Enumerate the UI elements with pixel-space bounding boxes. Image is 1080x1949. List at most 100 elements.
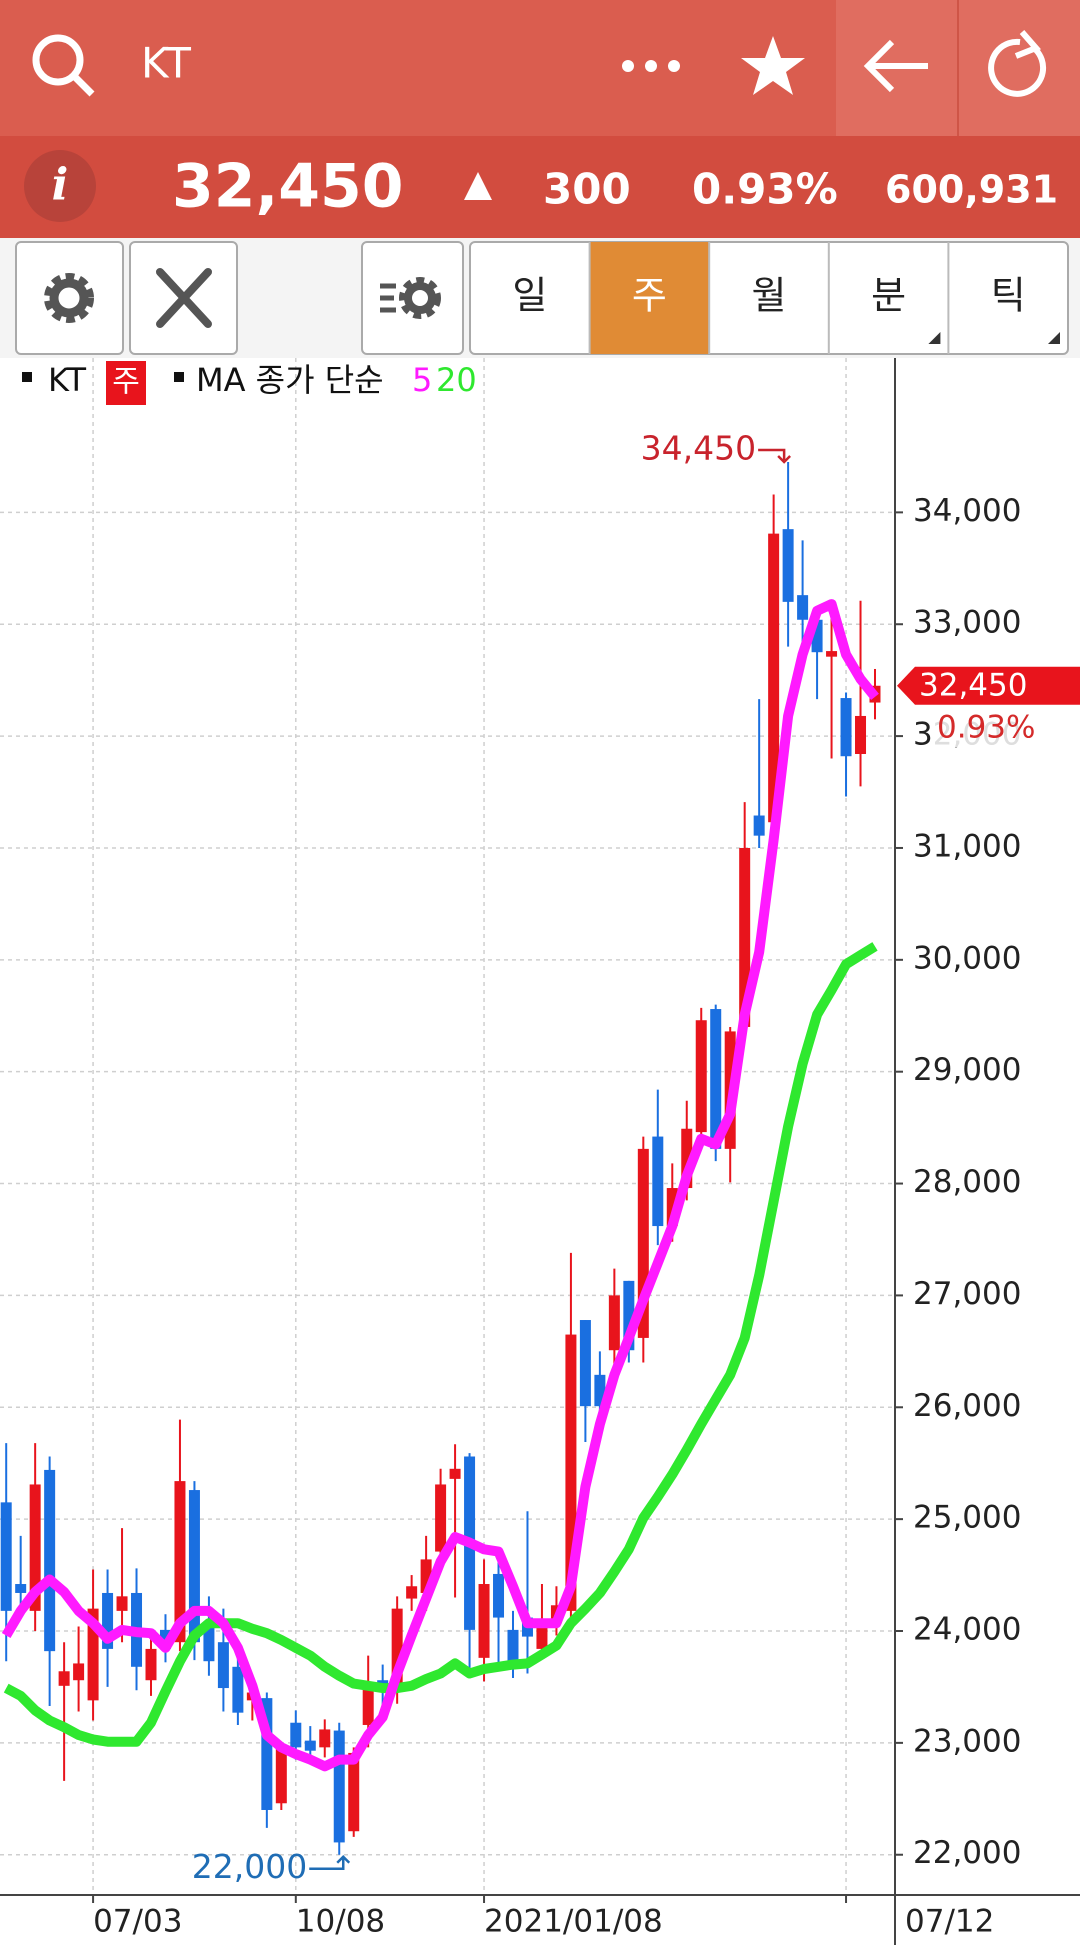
y-tick-label: 27,000 xyxy=(913,1276,1021,1312)
tab-corner xyxy=(928,332,941,344)
candle-body xyxy=(15,1584,27,1593)
candle-body xyxy=(102,1592,114,1649)
y-tick-label: 29,000 xyxy=(913,1052,1021,1088)
candle-body xyxy=(29,1484,41,1611)
candle-body xyxy=(666,1188,678,1227)
candle-body xyxy=(507,1629,519,1662)
volume: 600,931 xyxy=(885,168,1058,212)
candle-body xyxy=(855,715,867,754)
y-tick-label: 25,000 xyxy=(913,1500,1021,1536)
candle-body xyxy=(217,1642,229,1689)
candle-body xyxy=(58,1671,70,1686)
candle-body xyxy=(623,1280,635,1351)
candle-body xyxy=(840,698,852,757)
tab-selected xyxy=(589,242,710,354)
tab-corner xyxy=(1048,332,1060,344)
change-tag-bg xyxy=(935,709,1075,748)
change: 300 xyxy=(543,165,631,214)
high-arrow xyxy=(758,448,792,464)
y-tick-label: 23,000 xyxy=(913,1723,1021,1759)
candle-body xyxy=(826,651,838,657)
candle-body xyxy=(203,1623,215,1662)
tab-label: 분 xyxy=(871,274,906,318)
period-badge-bg xyxy=(106,361,146,405)
candle-body xyxy=(608,1295,620,1351)
candle-body xyxy=(782,529,794,602)
price-tag-label: 32,450 xyxy=(919,667,1027,703)
candle-body xyxy=(87,1608,99,1701)
candle-body xyxy=(116,1596,128,1611)
tab-label: 월 xyxy=(752,274,787,318)
candle-body xyxy=(73,1663,85,1681)
candle-body xyxy=(333,1730,345,1843)
x-tick-label: 07/03 xyxy=(93,1904,182,1940)
candle-body xyxy=(579,1320,591,1407)
candle-body xyxy=(232,1666,244,1713)
candle-body xyxy=(188,1490,200,1643)
legend-entry: 5 xyxy=(412,361,432,399)
y-tick-label: 31,000 xyxy=(913,828,1021,864)
candle-body xyxy=(594,1374,606,1407)
candle-body xyxy=(695,1020,707,1133)
ma-line xyxy=(3,942,878,1747)
candle-body xyxy=(174,1481,186,1643)
candle-body xyxy=(478,1584,490,1658)
candle-body xyxy=(449,1468,461,1479)
stock-title: KT xyxy=(141,39,191,88)
y-tick-label: 26,000 xyxy=(913,1388,1021,1424)
gear-icon xyxy=(44,273,94,323)
candle-body xyxy=(493,1573,505,1618)
legend-marker xyxy=(174,372,184,382)
tab-label: 주 xyxy=(632,274,667,318)
legend-title: KT xyxy=(48,361,87,399)
candle-body xyxy=(348,1752,360,1832)
candle-body xyxy=(739,847,751,1027)
favorite-icon[interactable] xyxy=(741,36,805,95)
up-arrow xyxy=(464,172,492,200)
candle-body xyxy=(391,1608,403,1686)
indicator-icon xyxy=(380,277,441,319)
y-tick-label: 34,000 xyxy=(913,493,1021,529)
refresh-icon[interactable] xyxy=(988,30,1047,97)
back-icon[interactable] xyxy=(863,39,928,93)
more-icon[interactable] xyxy=(622,60,680,72)
candle-body xyxy=(710,1009,722,1149)
x-tick-label: 2021/01/08 xyxy=(484,1904,663,1940)
ma-label: MA 종가 단순 xyxy=(196,361,384,399)
candle-body xyxy=(362,1688,374,1725)
candle-body xyxy=(768,533,780,823)
candle-body xyxy=(435,1484,447,1552)
candle-body xyxy=(637,1148,649,1338)
ma-line xyxy=(1,599,879,1772)
change-rate: 0.93% xyxy=(692,165,838,214)
quote-bar xyxy=(0,136,1080,238)
tab-label: 일 xyxy=(512,274,547,318)
settings-button[interactable] xyxy=(15,241,124,355)
change-tag: 0.93% xyxy=(937,709,1035,745)
candle-body xyxy=(275,1747,287,1804)
low-label: 22,000 xyxy=(192,1847,307,1886)
period-badge: 주 xyxy=(112,365,140,400)
low-arrow xyxy=(309,1854,351,1870)
indicator-button[interactable] xyxy=(361,241,464,355)
candle-body xyxy=(44,1469,56,1652)
price-tag xyxy=(897,666,1080,705)
candle-body xyxy=(290,1722,302,1748)
candle-body xyxy=(145,1648,157,1681)
y-tick-label: 28,000 xyxy=(913,1164,1021,1200)
info-button[interactable] xyxy=(24,150,96,222)
candle-body xyxy=(681,1128,693,1189)
candle-body xyxy=(406,1586,418,1599)
x-tick-label: 07/12 xyxy=(905,1904,994,1940)
candle-body xyxy=(797,595,809,620)
candle-body xyxy=(0,1502,12,1611)
candle-body xyxy=(304,1740,316,1751)
legend-marker xyxy=(22,372,32,382)
y-tick-label: 33,000 xyxy=(913,605,1021,641)
info-icon: i xyxy=(52,160,69,211)
y-tick-label: 22,000 xyxy=(913,1835,1021,1871)
y-tick-label: 24,000 xyxy=(913,1612,1021,1648)
search-icon[interactable] xyxy=(32,34,95,97)
tools-icon xyxy=(156,268,212,328)
